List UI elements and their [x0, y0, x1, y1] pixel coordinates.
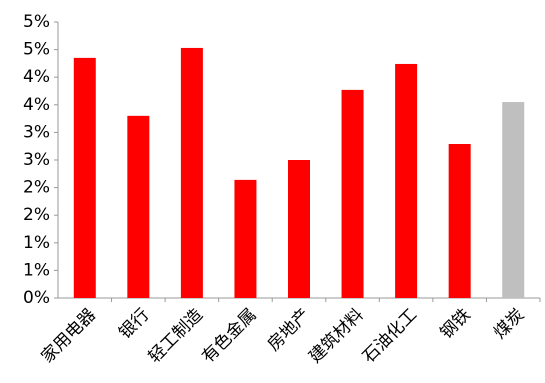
y-tick-label: 0%	[23, 288, 50, 308]
bar	[502, 102, 525, 298]
bar	[127, 115, 150, 298]
y-tick-label: 1%	[23, 260, 50, 280]
x-tick-label: 银行	[115, 305, 153, 343]
bar	[180, 47, 203, 298]
bar	[341, 89, 364, 298]
y-tick-label: 2%	[23, 205, 50, 225]
y-tick-label: 1%	[23, 233, 50, 253]
y-tick-label: 4%	[23, 95, 50, 115]
y-tick-label: 4%	[23, 67, 50, 87]
x-tick-label: 房地产	[264, 305, 314, 355]
bar	[395, 63, 418, 299]
x-tick-label: 家用电器	[38, 305, 100, 367]
bar	[234, 179, 257, 298]
x-tick-label: 有色金属	[198, 305, 260, 367]
bar	[448, 143, 471, 298]
x-tick-label: 煤炭	[490, 305, 528, 343]
y-tick-label: 3%	[23, 150, 50, 170]
x-tick-label: 建筑材料	[305, 305, 367, 367]
bar	[73, 57, 96, 298]
x-tick-label: 石油化工	[359, 305, 421, 367]
y-tick-label: 5%	[23, 40, 50, 60]
x-tick-label: 轻工制造	[145, 305, 207, 367]
y-tick-label: 2%	[23, 178, 50, 198]
y-tick-label: 3%	[23, 122, 50, 142]
x-tick-label: 钢铁	[437, 305, 475, 343]
y-tick-label: 5%	[23, 12, 50, 32]
bar	[288, 160, 310, 298]
